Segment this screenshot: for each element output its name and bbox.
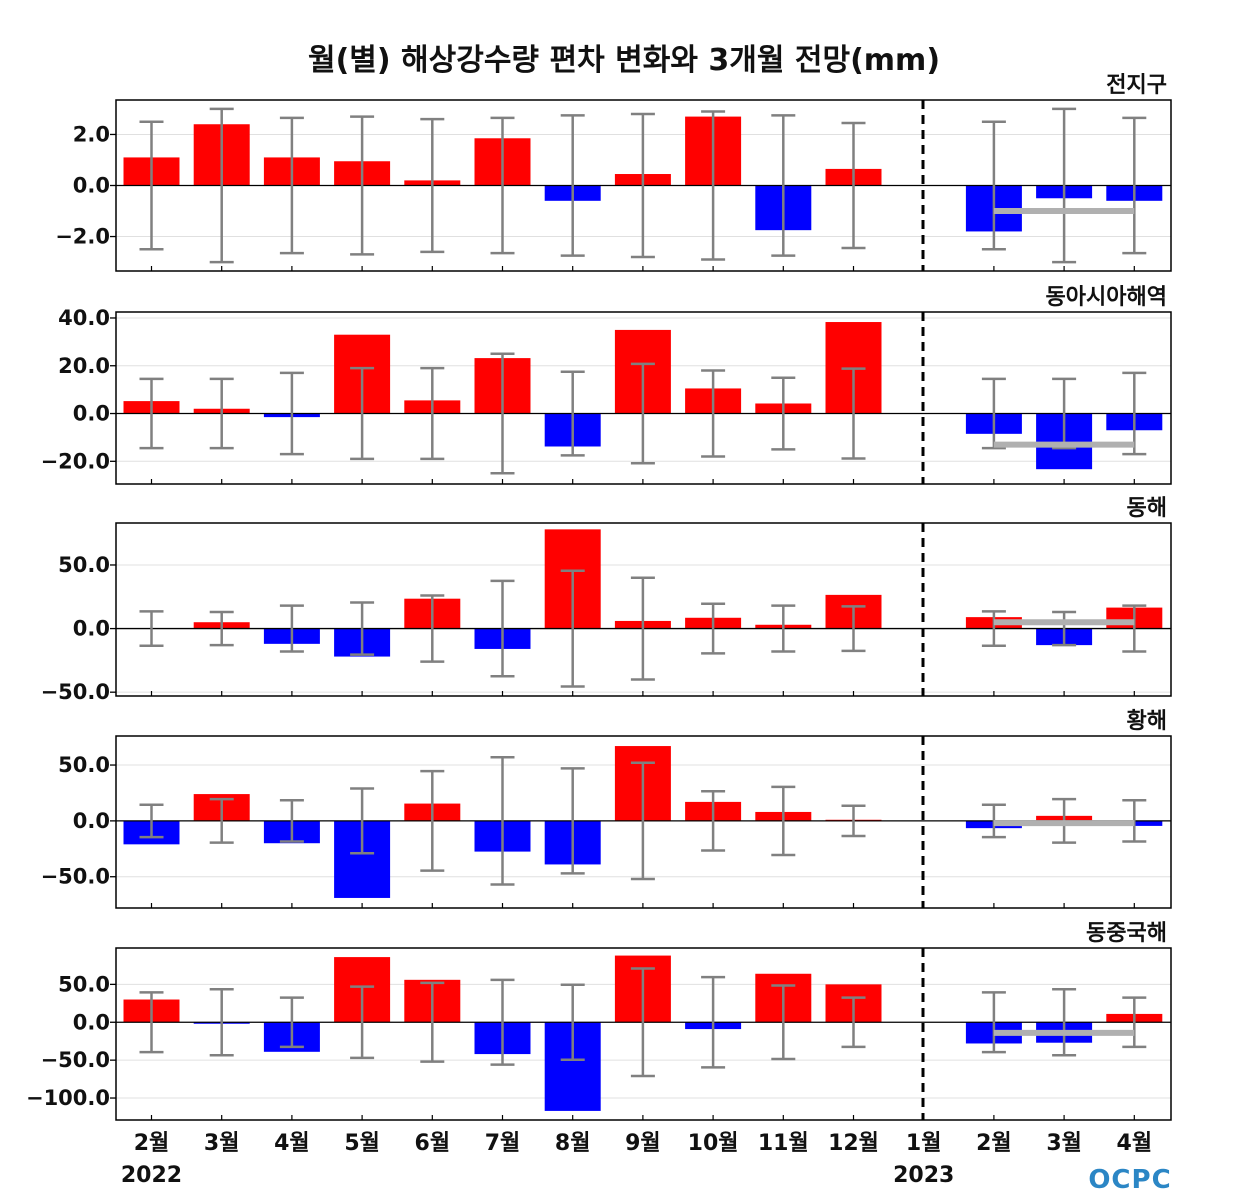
x-tick-label: 2월 [976,1131,1012,1156]
panel-title: 전지구 [1106,73,1167,98]
chart-title: 월(별) 해상강수량 편차 변화와 3개월 전망(mm) [308,43,940,78]
panel-5: 50.0 0.0 −50.0 −100.0 동중국해 [26,921,1172,1121]
y-tick-label: −50.0 [41,865,110,889]
panel-frame [115,311,1172,485]
panel-frame [115,947,1172,1121]
x-axis: 2월 3월 4월 5월 6월 7월 8월 9월 10월 11월 12월 1월 2월 3월 4월 2022 202… [121,1131,1152,1188]
ocpc-logo: OCPC [1088,1165,1171,1195]
panel-title: 황해 [1127,709,1167,734]
y-tick-label: 0.0 [73,809,110,833]
y-tick-label: 50.0 [58,553,110,577]
x-tick-label: 10월 [688,1131,739,1156]
y-tick-label: 0.0 [73,174,110,198]
y-tick-label: 2.0 [73,122,110,146]
x-tick-label: 8월 [555,1131,591,1156]
year-label: 2022 [121,1163,182,1188]
panel-title: 동해 [1127,496,1167,521]
y-tick-label: −20.0 [41,449,110,473]
x-tick-label: 6월 [415,1131,451,1156]
x-tick-label: 3월 [1046,1131,1082,1156]
panel-2: 40.0 20.0 0.0 −20.0 동아시아해역 [41,285,1172,485]
year-label: 2023 [893,1163,954,1188]
x-tick-label: 7월 [485,1131,521,1156]
x-tick-label: 2월 [134,1131,170,1156]
x-tick-label: 4월 [274,1131,310,1156]
panel-frame [115,735,1172,909]
panel-3: 50.0 0.0 −50.0 동해 [41,496,1172,704]
y-tick-label: 0.0 [73,617,110,641]
x-tick-label: 1월 [906,1131,942,1156]
x-tick-label: 4월 [1117,1131,1153,1156]
y-tick-label: −50.0 [41,1048,110,1072]
y-tick-label: 50.0 [58,753,110,777]
chart-panels: 2.0 0.0 −2.0 전지구 40.0 20.0 0.0 −20.0 동아시아해역 50.0 0… [26,73,1172,1121]
y-tick-label: 50.0 [58,972,110,996]
panel-4: 50.0 0.0 −50.0 황해 [41,709,1172,909]
x-tick-label: 5월 [344,1131,380,1156]
y-tick-label: 20.0 [58,354,110,378]
y-tick-label: 0.0 [73,1010,110,1034]
y-tick-label: −100.0 [26,1086,110,1110]
panel-frame [115,522,1172,697]
ocpc-logo-text: OCPC [1088,1165,1171,1195]
x-tick-label: 9월 [625,1131,661,1156]
y-tick-label: −50.0 [41,680,110,704]
x-tick-label: 12월 [828,1131,879,1156]
x-tick-label: 11월 [758,1131,809,1156]
y-tick-label: 0.0 [73,402,110,426]
x-tick-label: 3월 [204,1131,240,1156]
panel-title: 동아시아해역 [1046,285,1167,310]
y-tick-label: −2.0 [55,225,110,249]
panel-title: 동중국해 [1086,921,1167,946]
y-tick-label: 40.0 [58,306,110,330]
panel-1: 2.0 0.0 −2.0 전지구 [55,73,1172,272]
